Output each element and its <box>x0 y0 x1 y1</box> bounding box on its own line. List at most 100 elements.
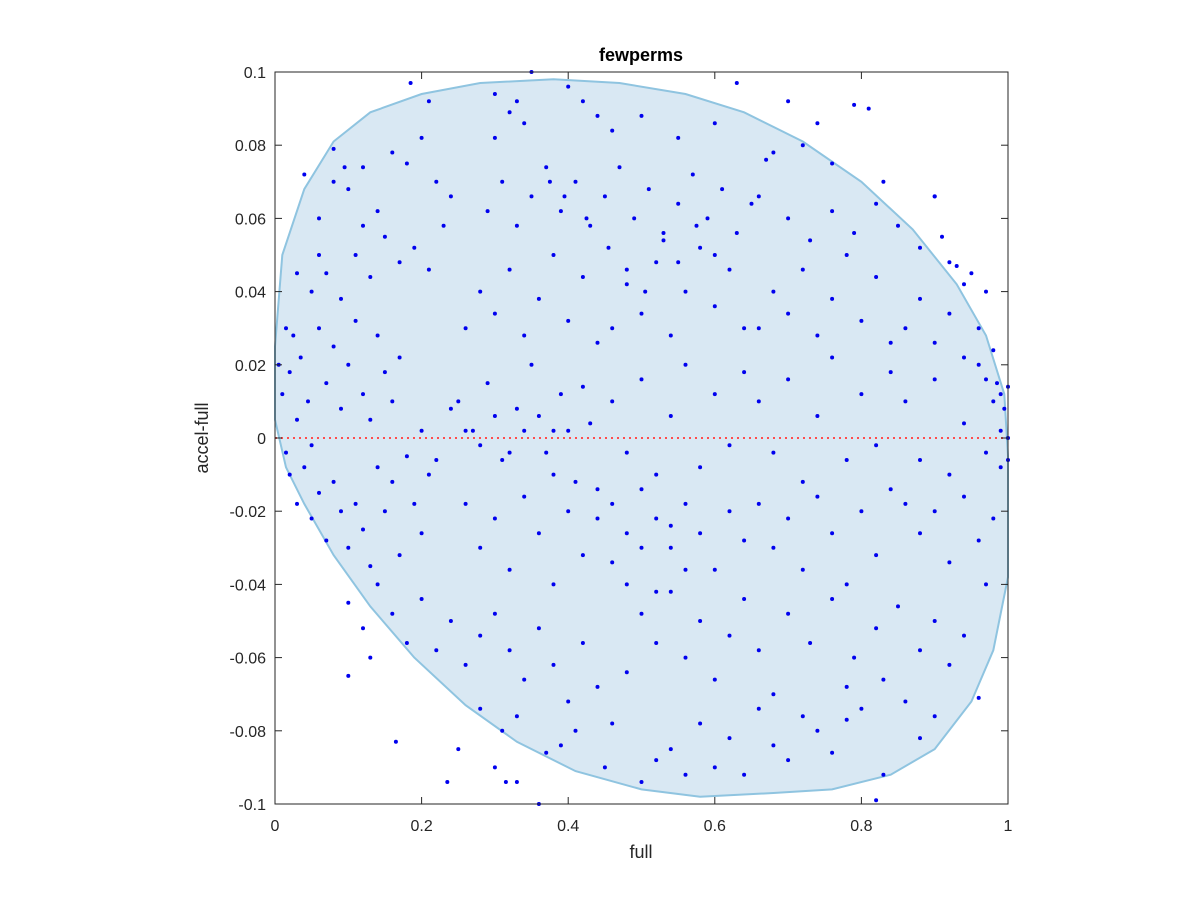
data-point <box>962 633 966 638</box>
data-point <box>324 538 329 543</box>
data-point <box>353 318 358 323</box>
data-point <box>918 458 922 462</box>
data-point <box>888 340 893 345</box>
data-point <box>830 161 835 166</box>
data-point <box>624 450 629 455</box>
data-point <box>566 509 571 514</box>
data-point <box>771 289 776 294</box>
data-point <box>536 626 541 631</box>
data-point <box>573 728 578 733</box>
data-point <box>786 611 791 616</box>
data-point <box>668 589 673 594</box>
data-point <box>492 611 497 616</box>
data-point <box>368 655 373 660</box>
data-point <box>507 267 512 272</box>
data-point <box>309 516 314 521</box>
data-point <box>632 216 637 221</box>
chart-title: fewperms <box>599 45 683 65</box>
x-tick-label: 0.4 <box>557 818 579 835</box>
y-tick-label: 0.04 <box>235 285 266 302</box>
data-point <box>595 684 600 689</box>
y-axis-label: accel-full <box>192 402 212 473</box>
data-point <box>342 165 347 170</box>
data-point <box>771 545 776 550</box>
data-point <box>683 362 688 367</box>
data-point <box>382 509 387 514</box>
data-point <box>408 81 413 85</box>
data-point <box>712 392 717 397</box>
data-point <box>742 370 747 375</box>
data-point <box>602 194 607 199</box>
data-point <box>317 253 321 257</box>
data-point <box>566 428 571 433</box>
data-point <box>514 780 519 784</box>
data-point <box>595 113 600 118</box>
data-point <box>507 450 512 455</box>
data-point <box>991 348 996 353</box>
data-point <box>580 99 585 104</box>
x-tick-label: 0.6 <box>704 818 726 835</box>
data-point <box>749 201 754 206</box>
data-point <box>280 392 285 397</box>
data-point <box>874 443 879 448</box>
data-point <box>492 135 497 140</box>
data-point <box>588 223 593 228</box>
data-point <box>514 223 519 228</box>
data-point <box>606 245 611 250</box>
data-point <box>859 509 864 514</box>
data-point <box>478 633 483 638</box>
data-point <box>390 150 395 155</box>
data-point <box>676 135 681 140</box>
data-point <box>382 234 387 239</box>
data-point <box>317 326 321 331</box>
data-point <box>720 187 725 192</box>
data-point <box>353 501 358 506</box>
data-point <box>654 758 659 763</box>
data-point <box>514 99 519 104</box>
data-point <box>536 414 541 418</box>
data-point <box>419 428 424 433</box>
data-point <box>947 662 952 667</box>
data-point <box>918 296 922 301</box>
data-point <box>756 706 761 711</box>
data-point <box>551 253 556 257</box>
data-point <box>698 619 703 623</box>
data-point <box>346 673 351 678</box>
data-point <box>562 194 567 199</box>
data-point <box>852 655 857 660</box>
data-point <box>610 399 615 404</box>
data-point <box>639 780 644 784</box>
data-point <box>712 121 717 126</box>
data-point <box>683 772 688 777</box>
data-point <box>610 560 615 565</box>
data-point <box>764 157 769 162</box>
data-point <box>393 739 398 744</box>
data-point <box>712 765 717 770</box>
data-point <box>448 406 453 411</box>
y-tick-label: 0.1 <box>244 65 266 82</box>
data-point <box>940 234 944 239</box>
data-point <box>610 128 615 133</box>
data-point <box>727 633 732 638</box>
data-point <box>668 414 673 418</box>
data-point <box>309 289 314 294</box>
data-point <box>580 384 585 389</box>
data-point <box>445 780 450 784</box>
data-point <box>522 333 527 338</box>
data-point <box>771 150 776 155</box>
data-point <box>463 326 468 331</box>
data-point <box>595 340 600 345</box>
data-point <box>881 677 886 682</box>
data-point <box>984 377 988 382</box>
y-tick-label: 0.06 <box>235 211 266 228</box>
data-point <box>485 209 490 214</box>
data-point <box>500 458 505 462</box>
x-tick-label: 1 <box>1004 818 1013 835</box>
data-point <box>507 648 512 653</box>
data-point <box>896 604 900 609</box>
data-point <box>602 765 607 770</box>
data-point <box>639 113 644 118</box>
data-point <box>998 465 1003 470</box>
data-points <box>276 70 1010 806</box>
